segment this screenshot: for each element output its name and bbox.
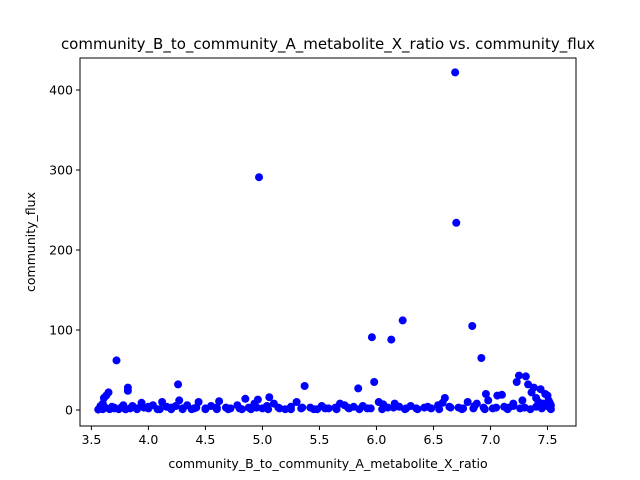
data-point (321, 404, 330, 413)
data-point (484, 396, 493, 405)
data-point (144, 402, 153, 411)
data-point (468, 322, 477, 330)
x-tick-label: 4.0 (138, 432, 158, 447)
data-point (452, 218, 461, 227)
x-tick-label: 6.5 (424, 432, 444, 447)
data-point (224, 405, 233, 414)
data-point (332, 405, 341, 414)
data-point (121, 405, 130, 414)
y-axis-label: community_flux (23, 192, 38, 292)
data-point (529, 383, 538, 392)
data-point (178, 405, 187, 414)
data-point (440, 394, 449, 402)
x-tick-label: 7.0 (481, 432, 501, 447)
data-point (400, 405, 409, 414)
data-point (110, 403, 119, 412)
data-point (175, 396, 184, 405)
data-point (451, 68, 460, 77)
data-point (367, 333, 376, 342)
plot-frame (79, 57, 577, 427)
data-point (275, 404, 284, 413)
data-point (514, 371, 523, 380)
data-point (123, 386, 132, 395)
data-point (104, 388, 113, 397)
data-point (423, 402, 432, 411)
y-tick-label: 300 (49, 163, 73, 178)
data-point (512, 378, 521, 386)
data-point (215, 397, 224, 406)
x-axis-label: community_B_to_community_A_metabolite_X_… (168, 456, 487, 471)
data-point (112, 356, 121, 365)
chart-title: community_B_to_community_A_metabolite_X_… (61, 35, 595, 54)
data-point (469, 404, 478, 413)
data-point (412, 404, 421, 413)
data-point (241, 394, 250, 403)
data-point (521, 372, 530, 381)
data-point (201, 405, 210, 414)
data-point (265, 393, 274, 402)
data-point (167, 403, 176, 412)
data-point (174, 380, 183, 389)
data-point (366, 404, 375, 413)
data-point (292, 398, 301, 406)
data-point (155, 405, 164, 414)
data-point (370, 378, 379, 386)
x-axis: 3.5 4.0 4.5 5.0 5.5 6.0 6.5 7.0 7.5 (81, 426, 557, 447)
data-point (300, 382, 309, 390)
data-point (247, 405, 256, 414)
x-tick-label: 3.5 (81, 432, 101, 447)
data-point (492, 403, 501, 412)
data-point (343, 403, 352, 412)
y-tick-label: 100 (49, 323, 73, 338)
data-point (355, 405, 364, 414)
x-tick-label: 5.0 (252, 432, 272, 447)
x-tick-label: 4.5 (195, 432, 215, 447)
data-point (378, 405, 387, 414)
data-point (264, 405, 273, 414)
x-tick-label: 6.0 (367, 432, 387, 447)
points-layer (94, 68, 555, 414)
data-point (298, 403, 307, 412)
x-tick-label: 7.5 (538, 432, 558, 447)
y-tick-label: 400 (49, 83, 73, 98)
data-point (190, 404, 199, 413)
data-point (133, 404, 142, 413)
data-point (480, 405, 489, 414)
data-point (497, 390, 506, 399)
data-point (398, 316, 407, 325)
data-point (387, 335, 396, 344)
data-point (518, 396, 527, 405)
data-point (354, 384, 363, 393)
data-point (212, 403, 221, 412)
data-point (516, 404, 525, 413)
x-tick-label: 5.5 (310, 432, 330, 447)
y-tick-label: 200 (49, 243, 73, 258)
data-point (503, 405, 512, 414)
data-point (286, 405, 295, 414)
data-point (546, 401, 555, 410)
data-point (255, 173, 264, 182)
data-point (463, 398, 472, 406)
data-point (481, 390, 490, 398)
data-point (309, 405, 318, 414)
data-point (435, 405, 444, 414)
y-tick-label: 0 (65, 403, 73, 418)
data-point (235, 404, 244, 413)
data-point (457, 405, 466, 414)
y-axis: 0 100 200 300 400 (49, 83, 80, 418)
data-point (253, 395, 262, 404)
data-point (446, 403, 455, 412)
data-point (194, 398, 203, 406)
data-point (389, 403, 398, 412)
data-point (477, 354, 486, 362)
